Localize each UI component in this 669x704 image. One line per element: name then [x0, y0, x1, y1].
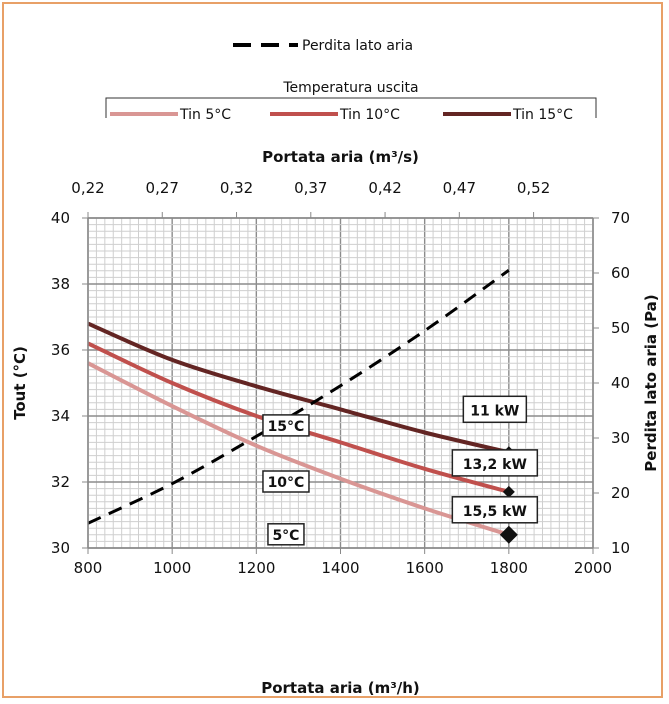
x-axis-label: Portata aria (m³/h)	[261, 679, 420, 697]
legend-label: Tin 15°C	[512, 107, 573, 123]
y2-tick-label: 70	[611, 209, 630, 227]
y-tick-label: 38	[51, 275, 70, 293]
curve-label-box	[262, 414, 310, 437]
power-marker-box	[451, 496, 539, 524]
y2-axis-label: Perdita lato aria (Pa)	[642, 294, 660, 471]
y2-tick-label: 20	[611, 484, 630, 502]
axis-labels: Portata aria (m³/s) Portata aria (m³/h) To…	[11, 148, 660, 697]
legend-title: Temperatura uscita	[282, 80, 418, 96]
x-tick-label: 800	[74, 559, 103, 577]
curve-label: 15°C	[268, 419, 305, 435]
curve-label-box	[262, 470, 310, 493]
curve-label: 5°C	[272, 528, 299, 544]
power-marker-label: 15,5 kW	[463, 504, 527, 520]
y-tick-label: 32	[51, 473, 70, 491]
x2-tick-label: 0,27	[146, 179, 179, 197]
power-marker-box	[462, 395, 528, 424]
x2-tick-label: 0,22	[71, 179, 104, 197]
y-tick-label: 40	[51, 209, 70, 227]
x2-tick-label: 0,52	[517, 179, 550, 197]
annotations: 15°C 10°C 5°C 11 kW 13,2 kW 15,5 kW	[262, 395, 539, 546]
y-axis-label: Tout (°C)	[11, 346, 29, 420]
series-line-2	[87, 321, 510, 455]
x-tick-label: 1600	[406, 559, 444, 577]
legend: Perdita lato aria Temperatura uscita Tin 5…	[105, 38, 597, 123]
x-tick-label: 1400	[321, 559, 359, 577]
power-marker-label: 11 kW	[470, 403, 519, 419]
y-tick-label: 36	[51, 341, 70, 359]
axes	[82, 212, 599, 554]
power-marker-diamond	[502, 485, 515, 498]
x2-tick-label: 0,42	[368, 179, 401, 197]
y2-tick-label: 60	[611, 264, 630, 282]
legend-label: Perdita lato aria	[302, 38, 413, 54]
legend-group-bracket	[105, 97, 597, 118]
x2-axis-label: Portata aria (m³/s)	[262, 148, 419, 166]
x2-tick-label: 0,32	[220, 179, 253, 197]
power-marker-box	[451, 449, 539, 477]
legend-label: Tin 10°C	[339, 107, 400, 123]
curve-label-box	[267, 523, 305, 546]
y2-tick-label: 30	[611, 429, 630, 447]
tick-labels: 800 1000 1200 1400 1600 1800 2000 0,22 0,27 0,32 0…	[51, 179, 630, 577]
curve-label: 10°C	[268, 475, 305, 491]
x2-tick-label: 0,47	[443, 179, 476, 197]
y2-tick-label: 50	[611, 319, 630, 337]
power-marker-label: 13,2 kW	[463, 457, 527, 473]
x2-tick-label: 0,37	[294, 179, 327, 197]
power-marker-diamond	[499, 525, 518, 544]
x-tick-label: 2000	[574, 559, 612, 577]
legend-label: Tin 5°C	[179, 107, 231, 123]
x-tick-label: 1800	[490, 559, 528, 577]
y2-tick-label: 40	[611, 374, 630, 392]
x-tick-label: 1000	[153, 559, 191, 577]
x-tick-label: 1200	[237, 559, 275, 577]
y-tick-label: 34	[51, 407, 70, 425]
y-tick-label: 30	[51, 539, 70, 557]
series-line-0	[87, 361, 510, 537]
y2-tick-label: 10	[611, 539, 630, 557]
